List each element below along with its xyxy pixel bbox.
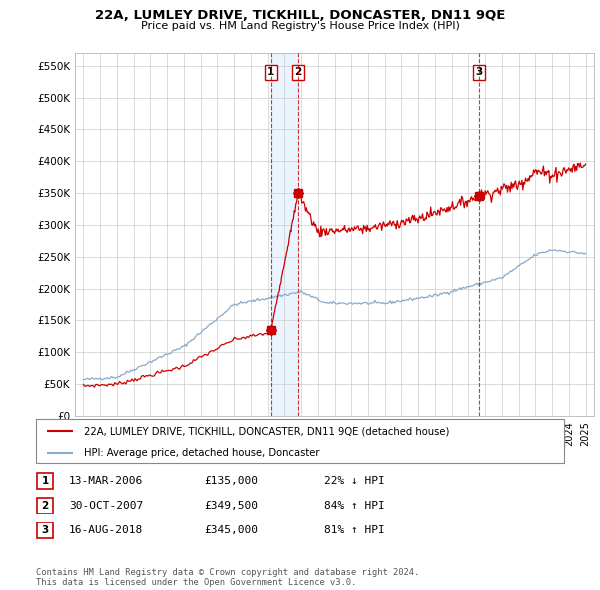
Text: £349,500: £349,500 bbox=[204, 501, 258, 510]
Text: 22A, LUMLEY DRIVE, TICKHILL, DONCASTER, DN11 9QE (detached house): 22A, LUMLEY DRIVE, TICKHILL, DONCASTER, … bbox=[83, 427, 449, 436]
Text: 2: 2 bbox=[295, 67, 302, 77]
Bar bbox=[271, 53, 298, 416]
Text: 3: 3 bbox=[41, 526, 49, 535]
Text: £345,000: £345,000 bbox=[204, 526, 258, 535]
Text: 84% ↑ HPI: 84% ↑ HPI bbox=[324, 501, 385, 510]
Text: 22A, LUMLEY DRIVE, TICKHILL, DONCASTER, DN11 9QE: 22A, LUMLEY DRIVE, TICKHILL, DONCASTER, … bbox=[95, 9, 505, 22]
Text: 1: 1 bbox=[267, 67, 275, 77]
Text: 1: 1 bbox=[41, 476, 49, 486]
Text: Contains HM Land Registry data © Crown copyright and database right 2024.
This d: Contains HM Land Registry data © Crown c… bbox=[36, 568, 419, 587]
Text: 81% ↑ HPI: 81% ↑ HPI bbox=[324, 526, 385, 535]
FancyBboxPatch shape bbox=[37, 473, 53, 489]
Text: £135,000: £135,000 bbox=[204, 476, 258, 486]
FancyBboxPatch shape bbox=[36, 419, 564, 463]
Text: Price paid vs. HM Land Registry's House Price Index (HPI): Price paid vs. HM Land Registry's House … bbox=[140, 21, 460, 31]
Text: 2: 2 bbox=[41, 501, 49, 510]
FancyBboxPatch shape bbox=[37, 523, 53, 538]
Text: 30-OCT-2007: 30-OCT-2007 bbox=[69, 501, 143, 510]
Text: 22% ↓ HPI: 22% ↓ HPI bbox=[324, 476, 385, 486]
Text: 13-MAR-2006: 13-MAR-2006 bbox=[69, 476, 143, 486]
FancyBboxPatch shape bbox=[37, 498, 53, 513]
Text: 3: 3 bbox=[475, 67, 482, 77]
Text: 16-AUG-2018: 16-AUG-2018 bbox=[69, 526, 143, 535]
Text: HPI: Average price, detached house, Doncaster: HPI: Average price, detached house, Donc… bbox=[83, 448, 319, 458]
